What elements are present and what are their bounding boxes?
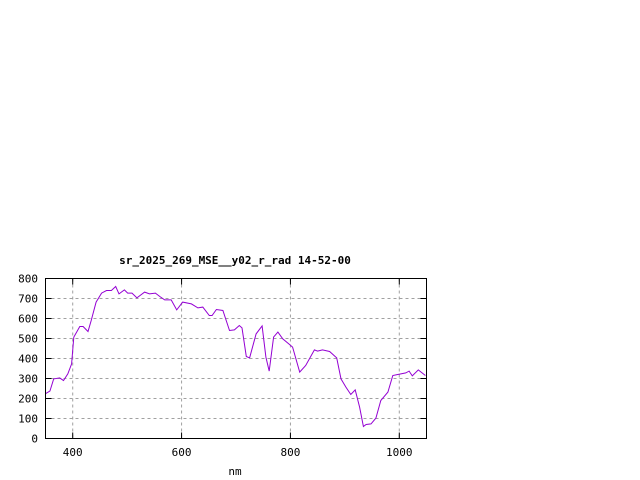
- plot-border: [45, 278, 427, 439]
- x-tick-label: 1000: [386, 446, 413, 459]
- chart-title: sr_2025_269_MSE__y02_r_rad 14-52-00: [119, 254, 351, 267]
- y-tick-label: 700: [18, 293, 38, 306]
- y-tick-label: 800: [18, 273, 38, 286]
- x-tick-label: 600: [172, 446, 192, 459]
- y-tick-label: 500: [18, 333, 38, 346]
- series-line: [45, 285, 426, 428]
- grid: [45, 278, 427, 439]
- y-tick-label: 600: [18, 313, 38, 326]
- axis-ticks: 0 100 200 300 400 500 600 700 800 400 600 800 1000: [18, 273, 427, 459]
- x-tick-label: 800: [280, 446, 300, 459]
- y-tick-label: 0: [31, 433, 38, 446]
- y-tick-label: 100: [18, 413, 38, 426]
- y-tick-label: 400: [18, 353, 38, 366]
- y-tick-label: 300: [18, 373, 38, 386]
- x-axis-label: nm: [228, 465, 242, 478]
- y-tick-label: 200: [18, 393, 38, 406]
- x-tick-label: 400: [63, 446, 83, 459]
